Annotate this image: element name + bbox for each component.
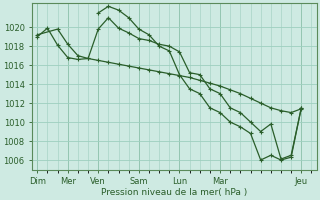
X-axis label: Pression niveau de la mer( hPa ): Pression niveau de la mer( hPa ) (101, 188, 247, 197)
